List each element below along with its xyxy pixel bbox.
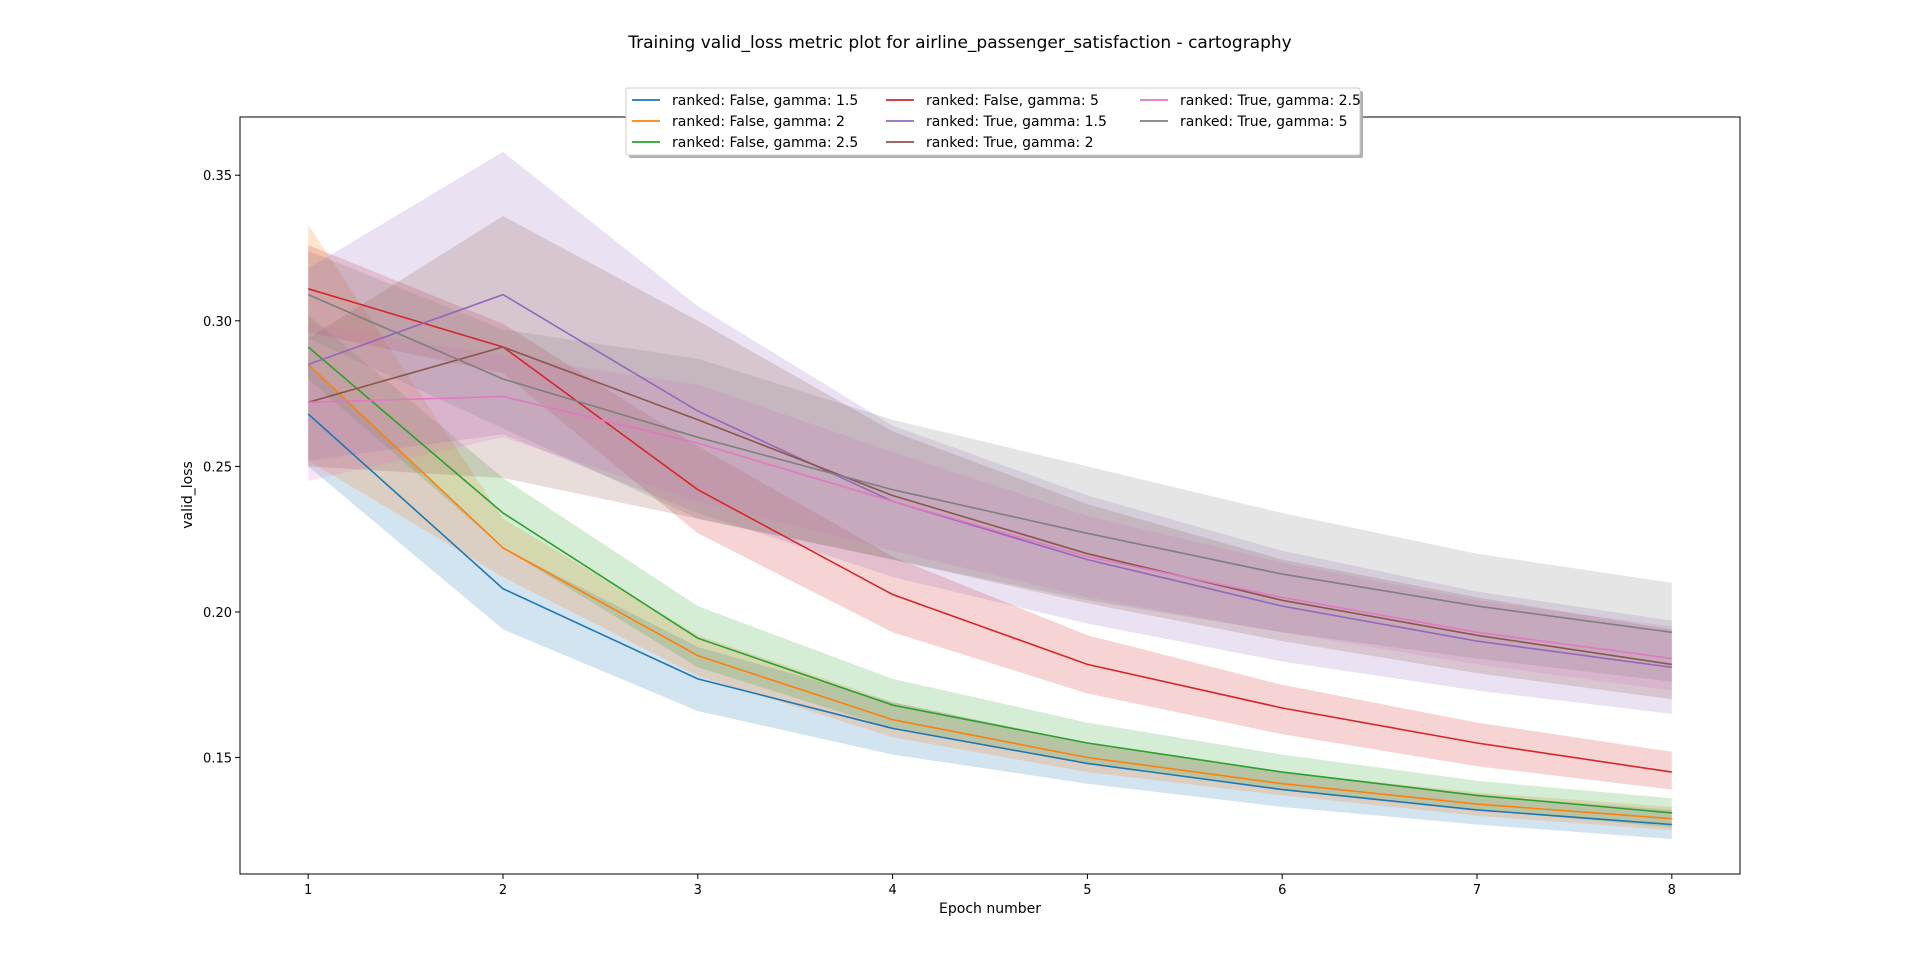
series-line-6 (307, 346, 1672, 666)
y-tick-label: 0.15 (203, 752, 232, 767)
x-axis-label: Epoch number (939, 901, 1041, 917)
series-line-7 (308, 395, 1672, 660)
series-line-1 (307, 413, 1672, 826)
legend-label-6: ranked: True, gamma: 2 (926, 135, 1094, 151)
confidence-bands (308, 151, 1672, 840)
legend-label-8: ranked: True, gamma: 5 (1180, 114, 1348, 130)
confidence-band-1 (308, 364, 1672, 840)
legend-label-2: ranked: False, gamma: 2 (672, 114, 845, 130)
y-tick-label: 0.20 (203, 606, 232, 621)
x-tick-label: 5 (1083, 883, 1091, 898)
legend-label-1: ranked: False, gamma: 1.5 (672, 93, 858, 109)
y-tick-label: 0.30 (203, 315, 232, 330)
x-tick-label: 6 (1278, 883, 1286, 898)
x-tick-label: 1 (304, 883, 312, 898)
series-line-3 (307, 346, 1672, 814)
legend-label-7: ranked: True, gamma: 2.5 (1180, 93, 1361, 109)
series-line-5 (307, 293, 1672, 669)
series-line-4 (307, 288, 1672, 773)
x-tick-label: 3 (694, 883, 702, 898)
x-tick-label: 2 (499, 883, 507, 898)
series-lines (307, 288, 1672, 826)
x-tick-label: 8 (1668, 883, 1676, 898)
legend-box (625, 87, 1361, 156)
confidence-band-3 (308, 315, 1672, 828)
confidence-band-6 (308, 216, 1672, 700)
y-axis: 0.15 0.20 0.25 0.30 0.35 (203, 169, 240, 767)
confidence-band-8 (308, 250, 1672, 682)
confidence-band-4 (308, 245, 1672, 790)
legend-label-3: ranked: False, gamma: 2.5 (672, 135, 858, 151)
series-line-8 (307, 293, 1672, 634)
series-line-2 (307, 363, 1672, 820)
x-tick-label: 7 (1473, 883, 1481, 898)
confidence-band-7 (308, 323, 1672, 691)
y-axis-label: valid_loss (180, 461, 196, 529)
x-tick-label: 4 (888, 883, 896, 898)
y-tick-label: 0.35 (203, 169, 232, 184)
y-tick-label: 0.25 (203, 460, 232, 475)
legend-label-5: ranked: True, gamma: 1.5 (926, 114, 1107, 130)
chart-title: Training valid_loss metric plot for airl… (627, 33, 1291, 53)
confidence-band-5 (308, 151, 1672, 714)
x-axis: 1 2 3 4 5 6 7 8 (304, 874, 1676, 898)
legend-label-4: ranked: False, gamma: 5 (926, 93, 1099, 109)
legend: ranked: False, gamma: 1.5 ranked: False, … (625, 87, 1363, 158)
